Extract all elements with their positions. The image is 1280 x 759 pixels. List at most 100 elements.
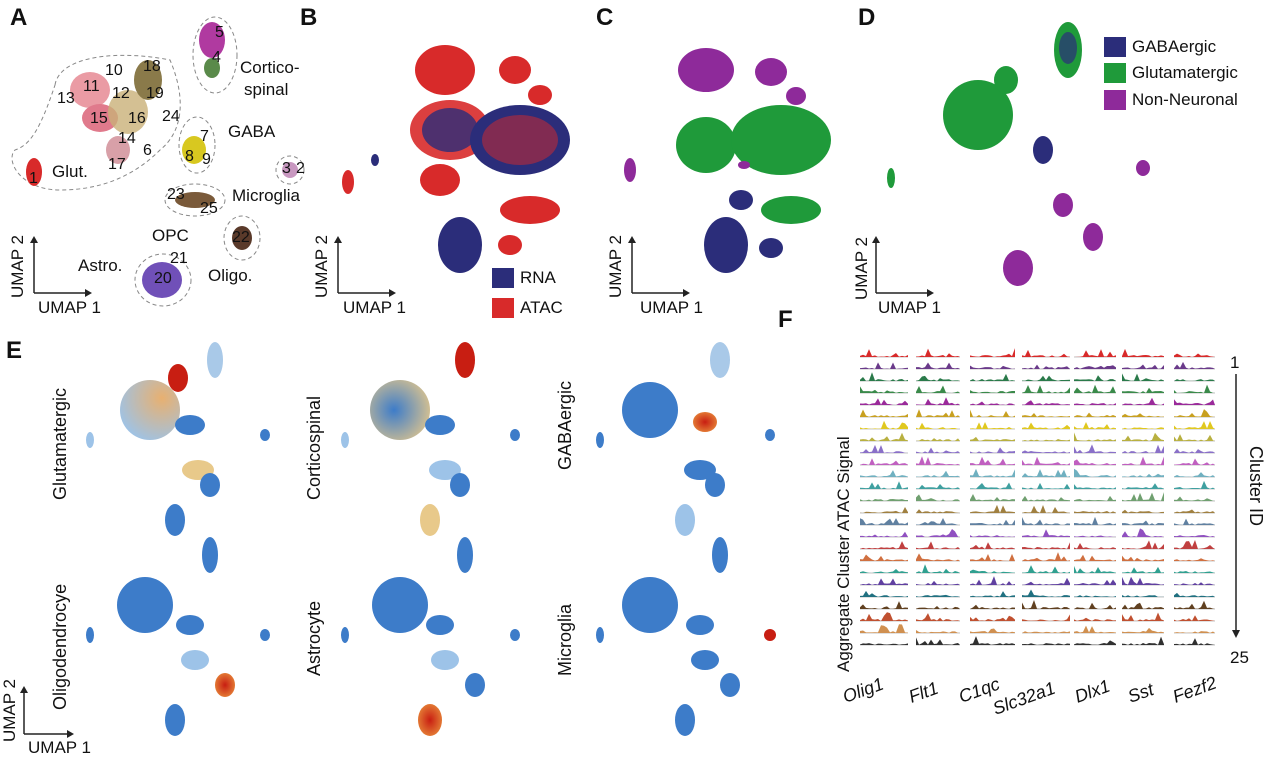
track-signal: [1074, 412, 1116, 417]
gene-label: Flt1: [906, 677, 942, 707]
track-signal: [1074, 595, 1116, 597]
track-signal: [1122, 528, 1164, 537]
track-signal: [970, 482, 1015, 489]
gene-label: Olig1: [840, 673, 887, 707]
panel-letter-b: B: [300, 4, 318, 31]
track-signal: [1074, 516, 1116, 525]
track-signal: [1022, 600, 1070, 609]
axis-x-label: UMAP 1: [28, 738, 91, 757]
track-signal: [1074, 511, 1116, 513]
track-signal: [1122, 595, 1164, 597]
panel-letter-a: A: [10, 4, 28, 31]
track-signal: [1174, 448, 1215, 453]
cluster-label: 23: [167, 186, 185, 203]
track-signal: [1122, 492, 1164, 501]
track-signal: [860, 643, 908, 645]
track-signal: [1022, 375, 1070, 381]
track-signal: [860, 612, 908, 621]
cluster-arrow: [1232, 374, 1240, 638]
track-signal: [860, 349, 908, 357]
track-signal: [1122, 348, 1164, 357]
cluster-label: 5: [215, 24, 224, 41]
track-signal: [1174, 434, 1215, 441]
track-signal: [916, 637, 960, 645]
axis-y-label: UMAP 2: [852, 237, 871, 300]
axis-x-label: UMAP 1: [38, 298, 101, 317]
group-label: Oligo.: [208, 266, 253, 285]
track-signal: [860, 398, 908, 405]
track-signal: [1174, 379, 1215, 381]
track-signal: [916, 509, 960, 513]
track-signal: [1174, 399, 1215, 405]
track-signal: [916, 385, 960, 393]
panel-letter-c: C: [596, 4, 614, 31]
track-signal: [916, 606, 960, 609]
cluster-label: 14: [118, 130, 136, 147]
track-signal: [970, 604, 1015, 609]
track-signal: [1022, 469, 1070, 477]
track-signal: [1074, 495, 1116, 501]
track-signal: [860, 432, 908, 441]
track-signal: [860, 569, 908, 573]
track-signal: [970, 542, 1015, 549]
track-signal: [1074, 365, 1116, 369]
track-signal: [1122, 602, 1164, 609]
track-signal: [860, 554, 908, 561]
track-signal: [916, 409, 960, 417]
panel-d-umap: [872, 22, 1150, 297]
track-signal: [916, 438, 960, 441]
track-signal: [1022, 577, 1070, 585]
axis-y-label: UMAP 2: [8, 235, 27, 298]
track-signal: [970, 494, 1015, 501]
axis-y-label: UMAP 2: [606, 235, 625, 298]
track-signal: [1074, 542, 1116, 549]
track-signal: [916, 613, 960, 621]
track-signal: [1074, 375, 1116, 381]
track-signal: [860, 518, 908, 525]
track-signal: [916, 494, 960, 501]
track-signal: [1122, 373, 1164, 381]
track-signal: [1022, 364, 1070, 369]
track-signal: [1122, 483, 1164, 489]
gene-label: Slc32a1: [990, 677, 1058, 719]
track-signal: [860, 372, 908, 381]
axis-x-label: UMAP 1: [640, 298, 703, 317]
track-signal: [1122, 444, 1164, 453]
cluster-label: 16: [128, 110, 146, 127]
track-signal: [970, 436, 1015, 441]
track-signal: [970, 615, 1015, 621]
track-signal: [1122, 566, 1164, 573]
track-signal: [860, 409, 908, 417]
track-signal: [970, 348, 1015, 357]
cluster-label: 12: [112, 85, 130, 102]
track-signal: [1174, 582, 1215, 585]
cluster-label: 4: [212, 49, 221, 66]
track-signal: [1022, 643, 1070, 645]
cluster-label: 19: [146, 85, 164, 102]
track-signal: [1022, 400, 1070, 405]
track-signal: [1074, 625, 1116, 633]
track-signal: [860, 507, 908, 513]
track-signal: [916, 470, 960, 477]
track-signal: [970, 576, 1015, 585]
track-signal: [1174, 472, 1215, 477]
track-signal: [860, 624, 908, 633]
track-signal: [970, 401, 1015, 405]
track-signal: [1022, 614, 1070, 621]
cluster-label: 3: [282, 160, 291, 177]
track-signal: [970, 456, 1015, 465]
track-signal: [1122, 473, 1164, 477]
track-signal: [1022, 529, 1070, 537]
track-signal: [916, 517, 960, 525]
track-signal: [1122, 432, 1164, 441]
f-ylabel: Aggregate Cluster ATAC Signal: [834, 436, 853, 672]
gene-label: Fezf2: [1170, 672, 1220, 707]
cluster-label: 2: [296, 160, 305, 177]
track-signal: [1022, 385, 1070, 393]
axis-y-label: UMAP 2: [312, 235, 331, 298]
cluster-label: 24: [162, 108, 180, 125]
track-signal: [1074, 640, 1116, 645]
track-signal: [1174, 615, 1215, 621]
track-signal: [916, 541, 960, 549]
cluster-label: 25: [200, 200, 218, 217]
